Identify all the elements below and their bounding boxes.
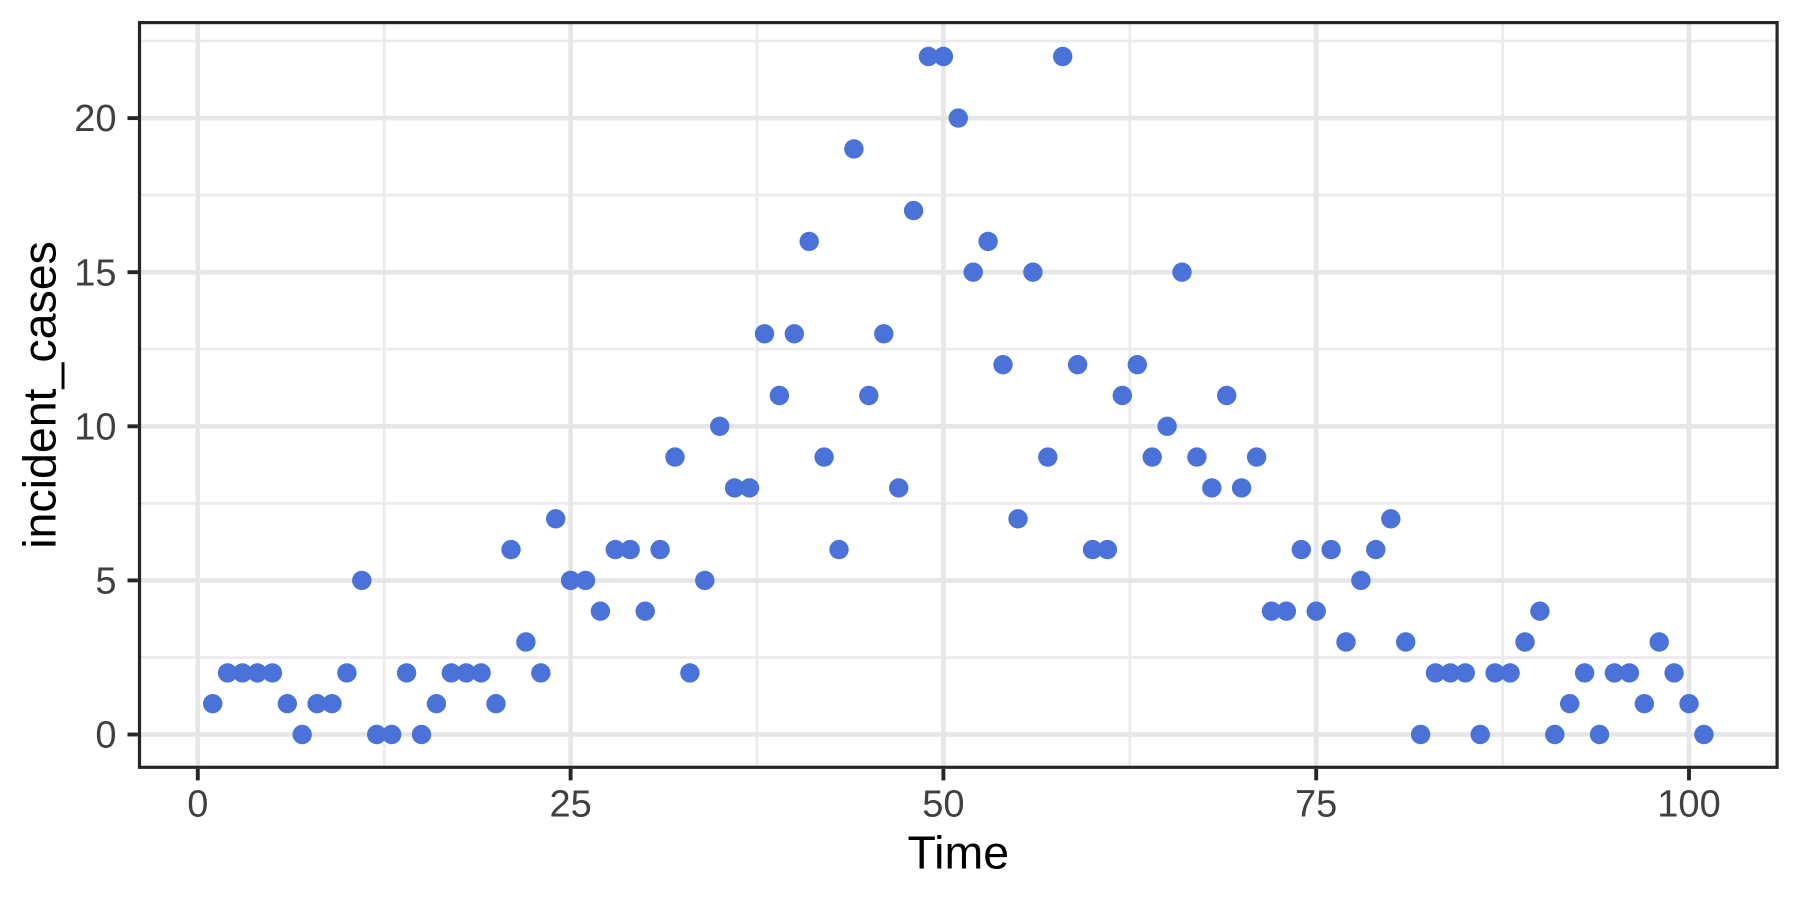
svg-text:incident_cases: incident_cases	[14, 241, 66, 549]
svg-text:75: 75	[1295, 784, 1337, 826]
svg-text:10: 10	[74, 406, 116, 448]
svg-text:Time: Time	[907, 827, 1009, 879]
svg-text:15: 15	[74, 252, 116, 294]
svg-text:50: 50	[922, 784, 964, 826]
svg-text:100: 100	[1657, 784, 1720, 826]
svg-text:5: 5	[95, 561, 116, 603]
svg-text:20: 20	[74, 98, 116, 140]
svg-text:25: 25	[549, 784, 591, 826]
svg-text:0: 0	[95, 715, 116, 757]
svg-text:0: 0	[187, 784, 208, 826]
